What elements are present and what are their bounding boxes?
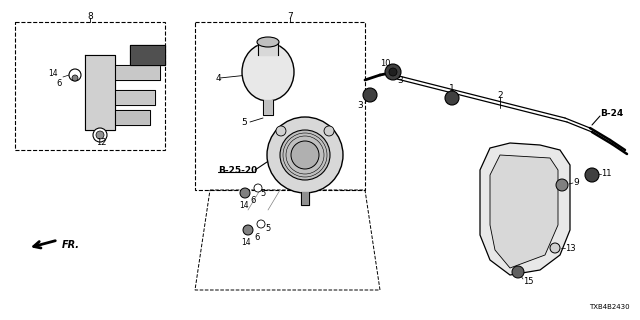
Circle shape: [72, 75, 78, 81]
Polygon shape: [480, 143, 570, 275]
Text: B-24: B-24: [600, 108, 623, 117]
Circle shape: [389, 68, 397, 76]
Circle shape: [363, 88, 377, 102]
Polygon shape: [85, 55, 115, 130]
Circle shape: [445, 91, 459, 105]
Polygon shape: [130, 45, 165, 65]
Text: 8: 8: [87, 12, 93, 20]
Text: 14: 14: [49, 68, 58, 77]
Circle shape: [257, 220, 265, 228]
Text: 3: 3: [397, 76, 403, 84]
Circle shape: [267, 117, 343, 193]
Circle shape: [550, 243, 560, 253]
Text: 12: 12: [97, 138, 107, 147]
Text: 14: 14: [241, 237, 251, 246]
Ellipse shape: [242, 43, 294, 101]
Circle shape: [93, 128, 107, 142]
Circle shape: [324, 126, 334, 136]
Text: 3: 3: [357, 100, 363, 109]
Polygon shape: [258, 42, 278, 55]
Bar: [195, 22, 365, 190]
Text: 14: 14: [239, 201, 249, 210]
Text: 6: 6: [250, 196, 256, 204]
Text: 6: 6: [56, 78, 62, 87]
Text: 1: 1: [449, 84, 455, 92]
Bar: [15, 22, 165, 150]
Text: 13: 13: [565, 244, 575, 252]
Polygon shape: [115, 65, 160, 80]
Text: 7: 7: [287, 12, 293, 20]
Text: TXB4B2430: TXB4B2430: [589, 304, 630, 310]
Polygon shape: [301, 192, 309, 205]
Circle shape: [276, 126, 286, 136]
Text: 5: 5: [241, 117, 247, 126]
Text: B-25-20: B-25-20: [218, 165, 257, 174]
Text: 5: 5: [260, 188, 266, 197]
Text: 15: 15: [523, 277, 534, 286]
Circle shape: [254, 184, 262, 192]
Circle shape: [69, 69, 81, 81]
Polygon shape: [115, 110, 150, 125]
Polygon shape: [115, 90, 155, 105]
Text: 4: 4: [216, 74, 221, 83]
Text: 5: 5: [266, 223, 271, 233]
Text: 10: 10: [380, 59, 390, 68]
Circle shape: [385, 64, 401, 80]
Text: FR.: FR.: [62, 240, 80, 250]
Circle shape: [556, 179, 568, 191]
Circle shape: [96, 131, 104, 139]
Circle shape: [512, 266, 524, 278]
Polygon shape: [263, 100, 273, 115]
Circle shape: [243, 225, 253, 235]
Text: 6: 6: [254, 233, 260, 242]
Text: 2: 2: [497, 91, 503, 100]
Circle shape: [291, 141, 319, 169]
Polygon shape: [490, 155, 558, 268]
Circle shape: [585, 168, 599, 182]
Circle shape: [240, 188, 250, 198]
Ellipse shape: [257, 37, 279, 47]
Text: 9: 9: [573, 178, 579, 187]
Text: 11: 11: [601, 169, 611, 178]
Circle shape: [280, 130, 330, 180]
